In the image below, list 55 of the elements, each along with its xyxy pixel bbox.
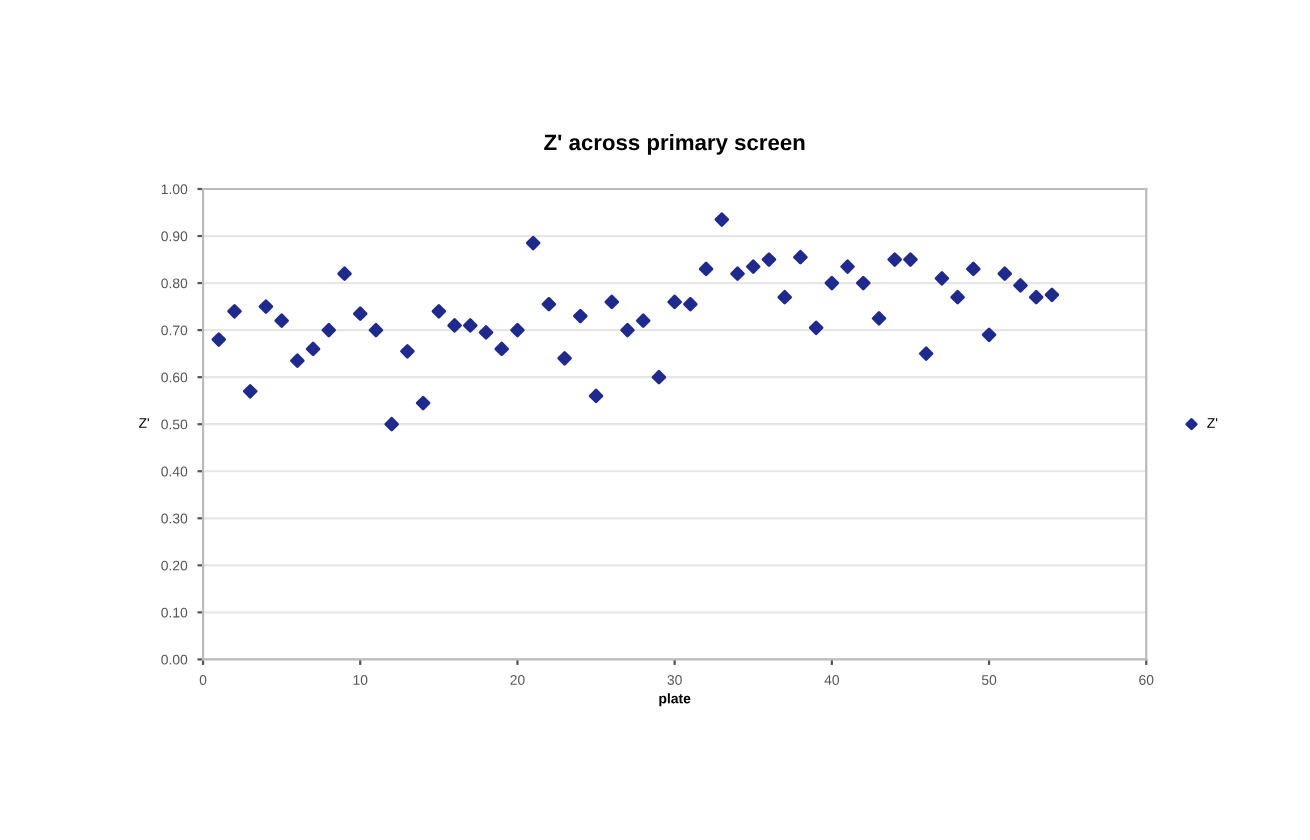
point [635,313,651,328]
point [242,383,258,399]
point [305,341,321,357]
point [730,266,745,281]
point [620,322,635,338]
point [745,259,761,274]
point [494,341,510,357]
point [384,416,399,432]
point [856,275,871,291]
point [463,318,478,333]
chart-title: Z' across primary screen [544,134,805,155]
point [966,261,981,277]
point [981,327,997,343]
point [525,235,541,251]
point [573,308,588,324]
point [903,252,918,267]
point [447,318,462,333]
point [227,304,242,319]
point [934,271,950,286]
point [541,296,557,312]
point [667,294,682,310]
point [997,266,1013,281]
point [840,259,855,274]
point [258,299,274,314]
point [321,322,337,338]
point [211,332,227,347]
point [478,325,494,340]
point [368,322,384,338]
point [1044,287,1060,303]
point [950,289,965,305]
point [352,306,368,321]
point [824,275,840,291]
point [761,252,777,267]
point [557,351,572,366]
point [698,261,714,277]
point [274,313,289,328]
point [793,249,808,265]
point [588,388,604,404]
point [400,344,415,359]
point [887,252,903,267]
point [871,311,887,326]
point [337,266,352,281]
point [1013,278,1028,293]
point [510,322,525,338]
point [683,296,698,312]
point [918,346,934,361]
point [777,289,792,305]
point [1028,289,1044,305]
point [290,353,305,368]
point [604,294,620,310]
point [431,304,447,319]
point [714,212,730,227]
point [415,395,431,411]
point [651,369,667,385]
point [808,320,824,336]
